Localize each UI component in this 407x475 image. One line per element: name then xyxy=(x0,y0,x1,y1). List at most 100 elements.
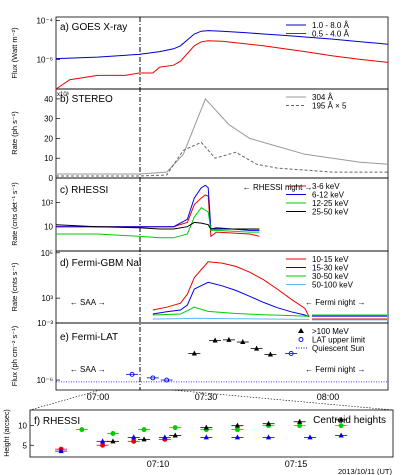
ylabel-heights: Height (arcsec) xyxy=(4,409,11,456)
legend-label-lat-2: Quiescent Sun xyxy=(312,344,364,353)
ytick-label-gbm-0: 10³ xyxy=(41,294,53,303)
point-heights-3-7 xyxy=(338,416,344,422)
annotation-gbm-0: ← SAA → xyxy=(70,298,106,307)
chart-marks: 10⁻⁴ 10⁻⁶ 1.0 - 8.0 Å0.5 - 4.0 Å 0 10 20 30 40 3… xyxy=(18,16,389,454)
panel-lat-frame xyxy=(55,322,389,391)
point-lat-0-0 xyxy=(191,350,197,356)
legend-label-goes-1: 0.5 - 4.0 Å xyxy=(312,30,350,39)
point-lat-1-1 xyxy=(150,375,156,381)
legend-label-gbm-1: 15-30 keV xyxy=(312,264,349,273)
ytick-label-stereo-1: 10 xyxy=(44,154,53,163)
point-heights-2-0 xyxy=(79,427,85,433)
series-line-gbm-1 xyxy=(152,281,310,318)
legend-label-lat-0: >100 MeV xyxy=(312,327,349,336)
series-line-rhessi-2 xyxy=(56,207,260,239)
point-heights-1-3 xyxy=(162,434,168,440)
point-heights-1-0 xyxy=(58,448,64,454)
point-heights-2-5 xyxy=(234,427,240,433)
point-heights-3-6 xyxy=(297,418,303,424)
point-heights-3-2 xyxy=(172,432,178,438)
time-tick-0730: 07:30 xyxy=(195,392,218,402)
panel-stereo-label: b) STEREO xyxy=(60,94,113,105)
point-heights-0-1 xyxy=(100,442,106,448)
series-line-gbm-2 xyxy=(152,306,310,317)
panel-heights-title: Centroid heights xyxy=(313,415,386,426)
annotation-rhessi: ← RHESSI night → xyxy=(243,183,313,192)
legend-label-gbm-3: 50-100 keV xyxy=(312,281,354,290)
point-heights-3-5 xyxy=(265,420,272,426)
series-line-goes-1 xyxy=(55,40,389,90)
point-heights-2-2 xyxy=(141,427,147,433)
point-heights-2-7 xyxy=(297,423,303,429)
legend-label-rhessi-2: 12-25 keV xyxy=(312,199,349,208)
time-tick-0710: 07:10 xyxy=(147,459,170,469)
panel-heights-frame xyxy=(29,409,394,458)
series-line-rhessi-1 xyxy=(56,184,260,231)
ytick-label-goes-1: 10⁻⁶ xyxy=(37,55,53,64)
point-lat-0-5 xyxy=(267,351,274,357)
ytick-label-rhessi-1: 10² xyxy=(41,198,53,207)
ytick-label-heights-0: 5 xyxy=(23,441,28,450)
ylabel-rhessi: Rate (cnts det⁻¹ s⁻¹) xyxy=(12,182,19,245)
point-heights-3-3 xyxy=(203,424,209,430)
ylabel-stereo: Rate (ph s⁻¹) xyxy=(10,111,19,155)
ytick-label-lat-1: 10⁻⁶ xyxy=(37,376,53,385)
bottom-xlabel: 2013/10/11 (UT) xyxy=(338,467,393,475)
legend-label-rhessi-1: 6-12 keV xyxy=(312,191,345,200)
time-tick-0800: 08:00 xyxy=(317,392,340,402)
panel-goes-label: a) GOES X-ray xyxy=(60,22,127,33)
point-lat-0-4 xyxy=(253,345,260,351)
point-heights-2-3 xyxy=(172,425,178,431)
ylabel-lat: Flux (ph cm⁻² s⁻¹) xyxy=(10,325,19,386)
annotation-lat-0: ← SAA → xyxy=(70,365,106,374)
ytick-label-lat-0: 10⁻³ xyxy=(37,319,53,328)
zoom-guide-left xyxy=(29,389,101,411)
point-lat-0-1 xyxy=(212,337,218,343)
point-heights-2-8 xyxy=(338,423,344,429)
point-heights-1-7 xyxy=(307,434,313,440)
panel-rhessi-label: c) RHESSI xyxy=(60,185,108,196)
legend-label-lat-1: LAT upper limit xyxy=(312,336,366,345)
ytick-label-stereo-4: 40 xyxy=(44,95,53,104)
stereo-multiplier: x10⁶ xyxy=(57,91,70,98)
point-heights-3-1 xyxy=(141,436,147,442)
zoom-guide-right xyxy=(171,389,394,411)
legend-label-rhessi-0: 3-6 keV xyxy=(312,182,340,191)
point-heights-3-4 xyxy=(234,422,241,428)
point-heights-1-6 xyxy=(265,434,272,440)
series-line-gbm-0 xyxy=(152,261,310,318)
point-heights-0-2 xyxy=(131,438,137,444)
series-line-rhessi-0 xyxy=(56,194,260,238)
ylabel-goes: Flux (Watt m⁻²) xyxy=(10,27,19,79)
ytick-label-rhessi-0: 10 xyxy=(44,223,53,232)
legend-label-stereo-1: 195 Å × 5 xyxy=(312,102,347,111)
legend-marker-lat-1 xyxy=(298,337,304,342)
annotation-lat-1: ← Fermi night → xyxy=(305,365,365,374)
legend-label-gbm-2: 30-50 keV xyxy=(312,272,349,281)
legend-label-gbm-0: 10-15 keV xyxy=(312,255,349,264)
series-line-gbm-3 xyxy=(152,317,310,320)
point-lat-1-3 xyxy=(288,351,294,356)
point-heights-1-4 xyxy=(203,434,209,440)
series-line-stereo-1 xyxy=(56,141,388,177)
series-line-stereo-0 xyxy=(56,97,389,175)
series-line-goes-0 xyxy=(55,30,389,60)
panel-heights-label: f) RHESSI xyxy=(34,416,80,427)
point-heights-1-5 xyxy=(234,434,241,440)
point-heights-3-0 xyxy=(110,438,116,444)
point-heights-1-2 xyxy=(131,434,137,440)
time-tick-0700: 07:00 xyxy=(87,392,110,402)
ytick-label-gbm-1: 10⁵ xyxy=(41,249,53,258)
annotation-gbm-1: ← Fermi night → xyxy=(305,298,365,307)
ylabel-gbm: Rate (cnts s⁻¹) xyxy=(10,262,19,311)
legend-label-goes-0: 1.0 - 8.0 Å xyxy=(312,21,350,30)
panel-gbm-label: d) Fermi-GBM NaI xyxy=(60,258,142,269)
point-lat-0-2 xyxy=(226,336,232,342)
point-lat-0-3 xyxy=(240,339,246,345)
panel-lat-label: e) Fermi-LAT xyxy=(60,332,118,343)
point-lat-1-0 xyxy=(129,371,135,377)
legend-label-rhessi-3: 25-50 keV xyxy=(312,208,349,217)
time-tick-0715: 07:15 xyxy=(285,459,308,469)
ytick-label-heights-1: 10 xyxy=(18,422,27,431)
